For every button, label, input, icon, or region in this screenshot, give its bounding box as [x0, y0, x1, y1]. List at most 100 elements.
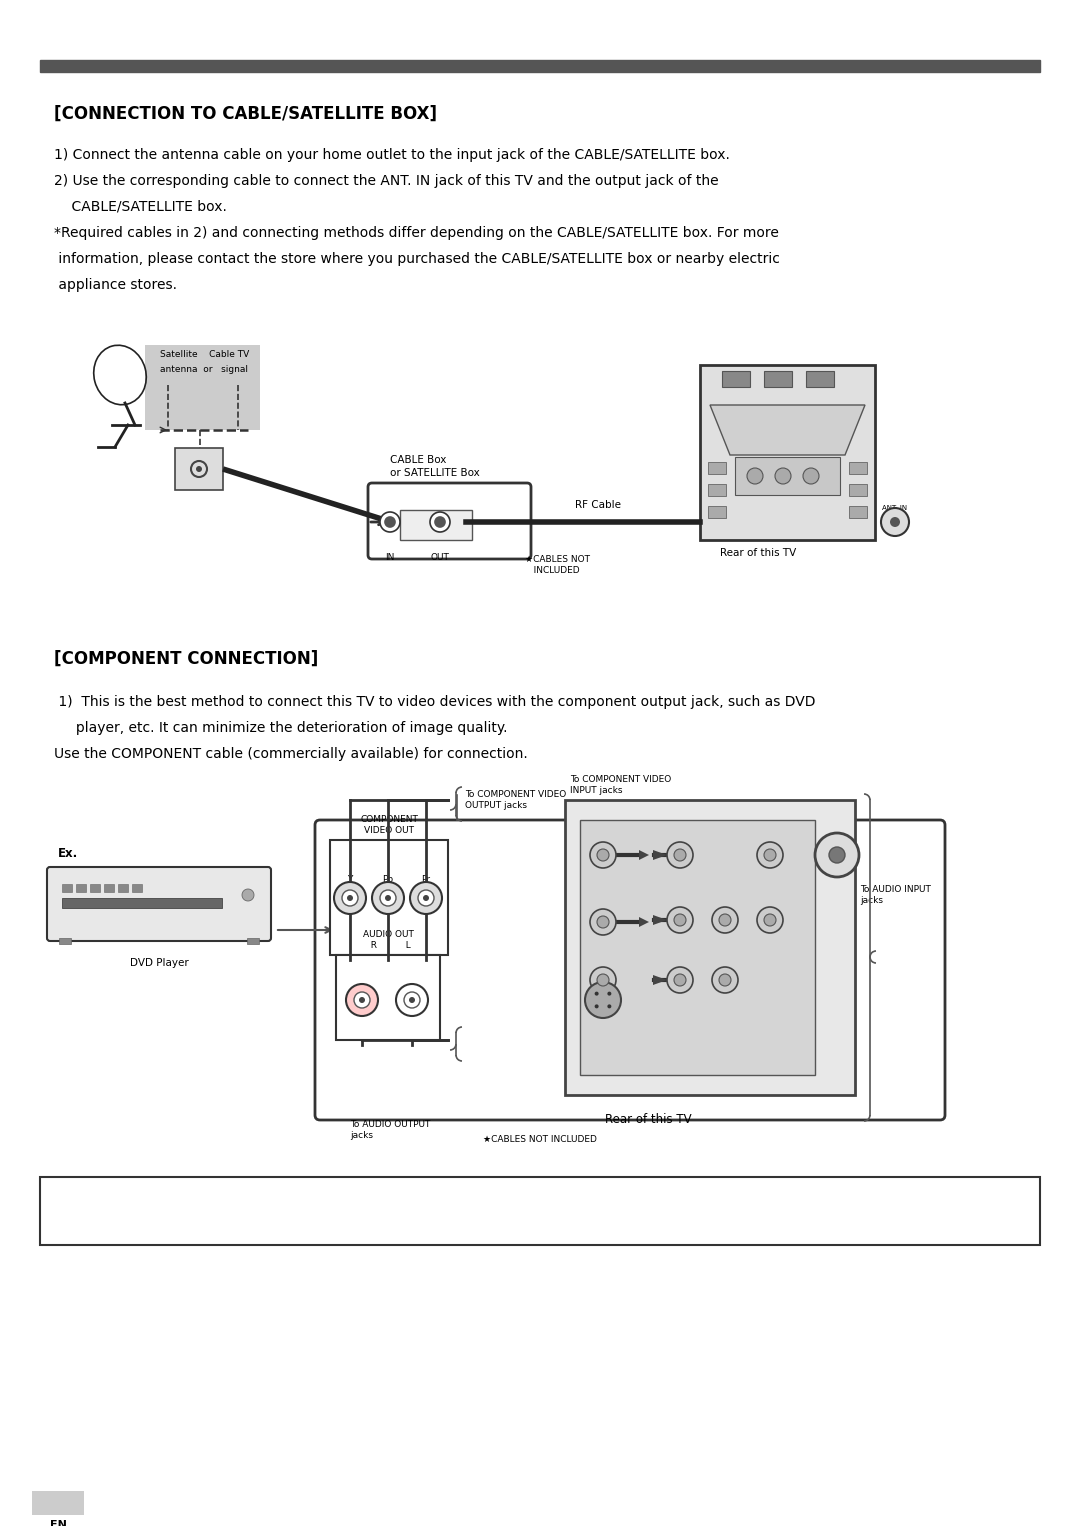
Bar [708, 462, 726, 475]
Circle shape [409, 996, 415, 1003]
Circle shape [597, 848, 609, 861]
Text: RF Cable: RF Cable [575, 501, 621, 510]
Circle shape [384, 517, 395, 526]
Circle shape [347, 896, 353, 900]
Text: information, please contact the store where you purchased the CABLE/SATELLITE bo: information, please contact the store wh… [54, 252, 780, 266]
Text: [CONNECTION TO CABLE/SATELLITE BOX]: [CONNECTION TO CABLE/SATELLITE BOX] [54, 105, 437, 124]
FancyBboxPatch shape [48, 867, 271, 942]
Text: COMPONENT
VIDEO OUT: COMPONENT VIDEO OUT [360, 815, 418, 835]
Text: Pb: Pb [667, 909, 677, 919]
Text: Rear of this TV: Rear of this TV [605, 1112, 691, 1126]
Bar [849, 462, 867, 475]
Circle shape [418, 890, 434, 906]
Bar [735, 456, 840, 494]
Bar [104, 884, 114, 893]
Circle shape [712, 906, 738, 932]
Circle shape [354, 992, 370, 1009]
Text: player, etc. It can minimize the deterioration of image quality.: player, etc. It can minimize the deterio… [54, 720, 508, 736]
Circle shape [380, 513, 400, 533]
Bar [849, 507, 867, 517]
Circle shape [590, 842, 616, 868]
Text: This TV can only accept a 480i (interlaced) video signal.: This TV can only accept a 480i (interlac… [55, 1215, 444, 1228]
Bar [708, 484, 726, 496]
Circle shape [829, 847, 845, 864]
Circle shape [242, 890, 254, 900]
Text: AUDIO OUT
  R          L: AUDIO OUT R L [363, 929, 414, 951]
Bar [708, 507, 726, 517]
Circle shape [757, 906, 783, 932]
Circle shape [435, 517, 445, 526]
Text: EN: EN [50, 1520, 67, 1526]
Text: antenna  or   signal: antenna or signal [160, 365, 248, 374]
Bar [849, 484, 867, 496]
Circle shape [346, 984, 378, 1016]
Text: appliance stores.: appliance stores. [54, 278, 177, 291]
Bar [330, 839, 448, 955]
Text: L: L [723, 908, 728, 917]
Text: To AUDIO INPUT
jacks: To AUDIO INPUT jacks [860, 885, 931, 905]
Circle shape [775, 468, 791, 484]
Text: Use the COMPONENT cable (commercially available) for connection.: Use the COMPONENT cable (commercially av… [54, 748, 528, 761]
Circle shape [334, 882, 366, 914]
Bar [90, 884, 100, 893]
Circle shape [719, 974, 731, 986]
Circle shape [764, 914, 777, 926]
Circle shape [410, 882, 442, 914]
Circle shape [597, 974, 609, 986]
Bar [247, 938, 259, 945]
Text: Pr: Pr [421, 874, 431, 884]
Text: COMPONENT INPUT: COMPONENT INPUT [642, 1045, 708, 1051]
Circle shape [757, 842, 783, 868]
Circle shape [719, 914, 731, 926]
Circle shape [607, 992, 611, 995]
Circle shape [764, 848, 777, 861]
Circle shape [674, 974, 686, 986]
Circle shape [667, 906, 693, 932]
Text: To AUDIO OUTPUT
jacks: To AUDIO OUTPUT jacks [350, 1120, 430, 1140]
Bar [806, 371, 834, 388]
Polygon shape [710, 404, 865, 455]
Circle shape [674, 848, 686, 861]
Text: IN: IN [386, 552, 394, 562]
Circle shape [430, 513, 450, 533]
Circle shape [667, 967, 693, 993]
Circle shape [384, 896, 391, 900]
Circle shape [667, 842, 693, 868]
Bar [32, 1491, 84, 1515]
Text: *Required cables in 2) and connecting methods differ depending on the CABLE/SATE: *Required cables in 2) and connecting me… [54, 226, 779, 240]
Circle shape [747, 468, 762, 484]
Text: Y: Y [670, 845, 674, 855]
Polygon shape [653, 975, 667, 984]
Text: [COMPONENT CONNECTION]: [COMPONENT CONNECTION] [54, 650, 319, 668]
Circle shape [712, 967, 738, 993]
Text: DVD Player: DVD Player [130, 958, 188, 967]
Text: Rear of this TV: Rear of this TV [720, 548, 796, 559]
Circle shape [890, 517, 900, 526]
Text: DIGITAL
AUDIO
OUTPUT: DIGITAL AUDIO OUTPUT [738, 835, 762, 852]
Circle shape [815, 833, 859, 877]
Text: CABLE Box
or SATELLITE Box: CABLE Box or SATELLITE Box [390, 455, 480, 478]
Text: ★CABLES NOT INCLUDED: ★CABLES NOT INCLUDED [483, 1135, 597, 1144]
Circle shape [380, 890, 396, 906]
Text: To COMPONENT VIDEO
INPUT jacks: To COMPONENT VIDEO INPUT jacks [570, 775, 672, 795]
Bar [400, 510, 472, 540]
Text: To COMPONENT VIDEO
OUTPUT jacks: To COMPONENT VIDEO OUTPUT jacks [465, 790, 566, 810]
Text: Pb: Pb [382, 874, 393, 884]
Text: R: R [767, 903, 773, 913]
Circle shape [881, 508, 909, 536]
Circle shape [372, 882, 404, 914]
Bar [76, 884, 86, 893]
Bar [580, 819, 815, 1074]
Text: Satellite    Cable TV: Satellite Cable TV [160, 349, 249, 359]
Text: 1)  This is the best method to connect this TV to video devices with the compone: 1) This is the best method to connect th… [54, 694, 815, 710]
Circle shape [404, 992, 420, 1009]
Circle shape [342, 890, 357, 906]
Bar [175, 449, 222, 490]
Circle shape [195, 465, 202, 472]
Bar [132, 884, 141, 893]
FancyBboxPatch shape [315, 819, 945, 1120]
Bar [62, 897, 222, 908]
Bar [62, 884, 72, 893]
Text: Ex.: Ex. [58, 847, 78, 861]
Bar [40, 60, 1040, 72]
